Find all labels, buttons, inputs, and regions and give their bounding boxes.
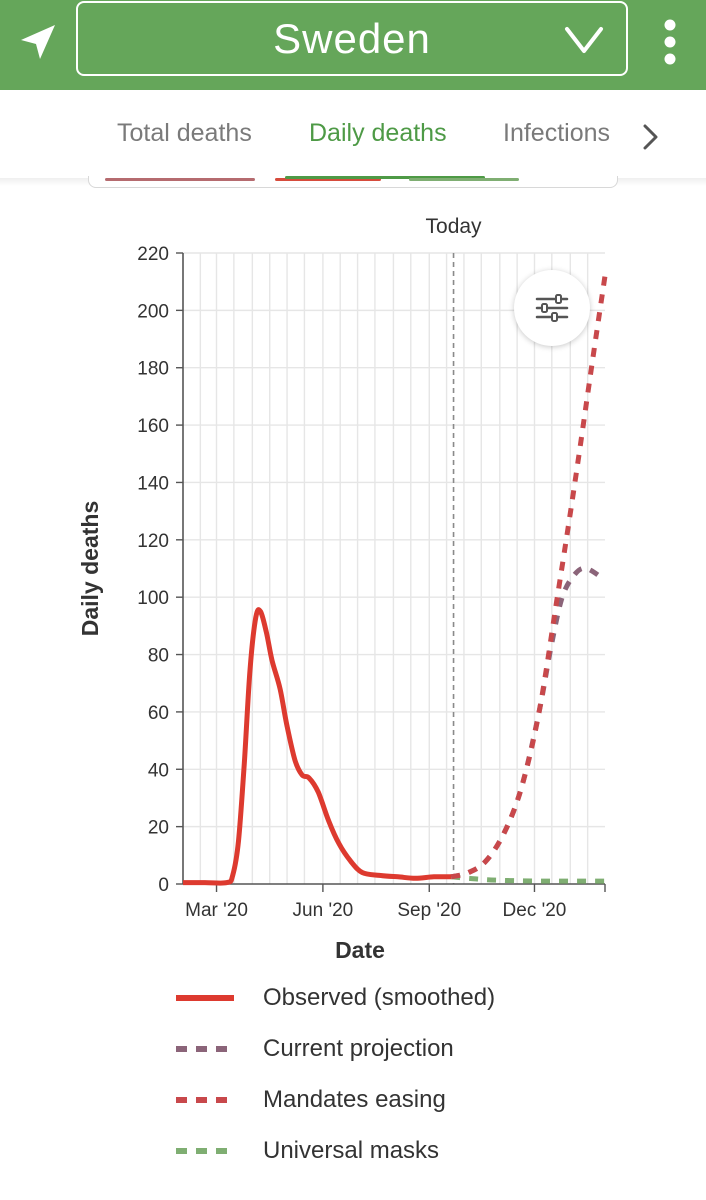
tab-daily-deaths[interactable]: Daily deaths: [309, 119, 447, 147]
y-tick-label: 200: [137, 301, 169, 322]
overflow-menu-button[interactable]: [650, 12, 690, 72]
today-marker: Today: [426, 215, 483, 884]
collapsed-card-edge: [88, 176, 618, 188]
y-tick-label: 120: [137, 531, 169, 552]
y-tick-label: 140: [137, 473, 169, 494]
card-segment: [105, 178, 255, 181]
x-tick-label: Sep '20: [397, 900, 461, 921]
legend-swatch: [176, 1097, 234, 1103]
legend-item-observed[interactable]: Observed (smoothed): [176, 977, 596, 1017]
today-label: Today: [426, 215, 483, 238]
legend-item-mandates-easing[interactable]: Mandates easing: [176, 1079, 596, 1119]
axes: 0 20 40 60 80 100 120 140 160 180 200 220 Mar '20 Jun…: [137, 244, 606, 921]
y-tick-label: 100: [137, 588, 169, 609]
card-segment: [285, 176, 485, 179]
legend-label: Observed (smoothed): [263, 984, 496, 1011]
y-tick-label: 80: [148, 646, 169, 667]
legend-label: Universal masks: [263, 1137, 440, 1164]
chevron-down-icon: [565, 27, 603, 53]
x-tick-label: Dec '20: [503, 900, 567, 921]
series-line-current-projection: [450, 565, 607, 880]
legend-swatch: [176, 995, 234, 1001]
legend-swatch: [176, 1148, 234, 1154]
legend-swatch: [176, 1046, 234, 1052]
x-tick-label: Jun '20: [293, 900, 354, 921]
legend-item-universal-masks[interactable]: Universal masks: [176, 1130, 596, 1170]
card-segment: [275, 178, 381, 181]
y-tick-label: 0: [158, 875, 169, 896]
top-bar: Sweden: [0, 0, 706, 90]
series-line-universal-masks: [450, 874, 606, 884]
location-button[interactable]: [10, 14, 66, 70]
series-line-observed: [183, 607, 452, 886]
y-tick-label: 20: [148, 818, 169, 839]
sliders-icon: [535, 294, 569, 322]
daily-deaths-chart: Today 0 20 40 60 80 100 120 140 160 180 200 220 Mar …: [77, 215, 608, 963]
metric-tabs: Total deaths Daily deaths Infections: [0, 90, 706, 180]
series-group: [183, 275, 608, 886]
series-line-mandates-easing: [450, 275, 608, 880]
country-dropdown[interactable]: Sweden: [76, 1, 628, 76]
legend-item-current-projection[interactable]: Current projection: [176, 1028, 596, 1068]
tab-total-deaths[interactable]: Total deaths: [117, 119, 252, 147]
more-vertical-icon: [664, 19, 676, 65]
y-tick-label: 220: [137, 244, 169, 265]
y-axis-title: Daily deaths: [77, 501, 103, 637]
chevron-right-icon[interactable]: [634, 120, 668, 154]
grid: [183, 252, 605, 884]
y-tick-label: 180: [137, 359, 169, 380]
x-axis-title: Date: [335, 937, 385, 963]
card-segment: [409, 178, 519, 181]
y-tick-label: 60: [148, 703, 169, 724]
location-arrow-icon: [21, 25, 55, 59]
x-tick-label: Mar '20: [185, 900, 248, 921]
legend-label: Current projection: [263, 1035, 454, 1062]
country-name: Sweden: [273, 15, 431, 62]
chart-settings-button[interactable]: [514, 270, 590, 346]
y-tick-label: 40: [148, 760, 169, 781]
y-tick-label: 160: [137, 416, 169, 437]
legend-label: Mandates easing: [263, 1086, 446, 1113]
tab-infections[interactable]: Infections: [503, 119, 611, 147]
